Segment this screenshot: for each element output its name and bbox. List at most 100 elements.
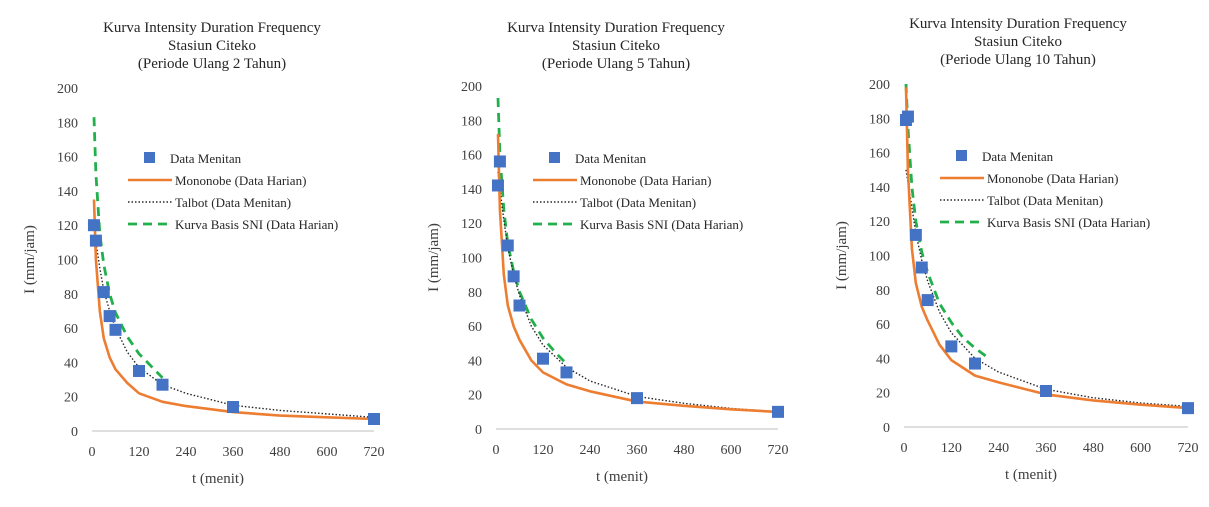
x-tick-label: 360 [627, 443, 648, 458]
y-tick-label: 60 [468, 320, 482, 335]
y-axis-label: I (mm/jam) [834, 221, 850, 290]
talbot-line [497, 171, 779, 413]
y-tick-label: 160 [869, 147, 890, 162]
y-tick-label: 200 [869, 78, 890, 93]
y-tick-label: 120 [869, 215, 890, 230]
data-menitan-point [969, 357, 981, 370]
legend-label: Kurva Basis SNI (Data Harian) [175, 217, 338, 232]
y-axis-label: I (mm/jam) [426, 223, 442, 292]
legend-key-1 [549, 152, 560, 163]
x-tick-label: 120 [129, 445, 150, 460]
talbot-line [905, 169, 1189, 408]
y-tick-label: 200 [57, 82, 78, 97]
legend-label: Data Menitan [982, 149, 1054, 164]
y-tick-label: 60 [64, 322, 78, 337]
y-tick-label: 80 [876, 284, 890, 299]
x-tick-label: 0 [901, 441, 908, 456]
legend-label: Talbot (Data Menitan) [175, 195, 291, 210]
y-tick-label: 120 [461, 217, 482, 232]
x-tick-label: 120 [941, 441, 962, 456]
x-tick-label: 600 [721, 443, 742, 458]
data-menitan-point [513, 299, 526, 312]
legend-label: Data Menitan [170, 151, 242, 166]
chart-panel-3: Kurva Intensity Duration Frequency Stasiu… [834, 16, 1199, 483]
x-tick-label: 480 [270, 445, 291, 460]
x-tick-label: 360 [1036, 441, 1057, 456]
chart-title-line: Stasiun Citeko [974, 34, 1062, 50]
data-menitan-point [97, 286, 110, 299]
x-axis-label: t (menit) [596, 469, 648, 485]
legend-key-1 [956, 150, 967, 161]
x-tick-label: 240 [988, 441, 1009, 456]
y-tick-label: 20 [468, 389, 482, 404]
y-tick-label: 180 [869, 112, 890, 127]
y-tick-label: 40 [876, 352, 890, 367]
mononobe-line [904, 87, 1189, 410]
y-tick-label: 100 [57, 254, 78, 269]
y-tick-label: 200 [461, 80, 482, 95]
y-tick-label: 140 [461, 183, 482, 198]
mononobe-line [92, 199, 375, 421]
y-tick-label: 20 [64, 391, 78, 406]
y-tick-label: 100 [869, 250, 890, 265]
y-axis-label: I (mm/jam) [22, 225, 38, 294]
x-tick-label: 720 [768, 443, 789, 458]
chart-title-line: (Periode Ulang 10 Tahun) [940, 52, 1096, 68]
data-menitan-point [909, 228, 922, 241]
legend-label: Mononobe (Data Harian) [175, 173, 306, 188]
legend-label: Mononobe (Data Harian) [580, 173, 711, 188]
x-tick-label: 720 [364, 445, 385, 460]
data-menitan-point [921, 294, 934, 307]
x-tick-label: 480 [674, 443, 695, 458]
chart-title-line: Stasiun Citeko [168, 38, 256, 54]
y-tick-label: 20 [876, 387, 890, 402]
y-tick-label: 0 [71, 425, 78, 440]
data-menitan-point [103, 310, 116, 323]
y-tick-label: 80 [64, 288, 78, 303]
chart-title-line: (Periode Ulang 2 Tahun) [138, 56, 286, 72]
data-menitan-point [1182, 402, 1194, 415]
data-menitan-point [560, 366, 573, 379]
x-tick-label: 240 [176, 445, 197, 460]
y-tick-label: 160 [461, 149, 482, 164]
legend-label: Mononobe (Data Harian) [987, 171, 1118, 186]
x-tick-label: 0 [89, 445, 96, 460]
legend-key-1 [144, 152, 155, 163]
data-menitan-point [945, 340, 958, 353]
x-tick-label: 120 [533, 443, 554, 458]
x-tick-label: 240 [580, 443, 601, 458]
y-tick-label: 140 [57, 185, 78, 200]
chart-title-line: Kurva Intensity Duration Frequency [103, 20, 321, 36]
chart-title-line: Kurva Intensity Duration Frequency [507, 20, 725, 36]
legend-label: Talbot (Data Menitan) [580, 195, 696, 210]
data-menitan-point [133, 364, 145, 377]
y-tick-label: 0 [475, 423, 482, 438]
chart-panel-2: Kurva Intensity Duration Frequency Stasiu… [426, 20, 789, 485]
data-menitan-point [156, 378, 169, 391]
chart-panel-1: Kurva Intensity Duration Frequency Stasiu… [22, 20, 385, 487]
legend-label: Kurva Basis SNI (Data Harian) [580, 217, 743, 232]
chart-title-line: Kurva Intensity Duration Frequency [909, 16, 1127, 32]
x-tick-label: 720 [1178, 441, 1199, 456]
chart-title-line: (Periode Ulang 5 Tahun) [542, 56, 690, 72]
data-menitan-point [493, 155, 506, 168]
data-menitan-point [491, 179, 504, 192]
y-tick-label: 40 [64, 356, 78, 371]
x-axis-label: t (menit) [1005, 467, 1057, 483]
y-tick-label: 60 [876, 318, 890, 333]
x-tick-label: 480 [1083, 441, 1104, 456]
data-menitan-point [901, 110, 914, 123]
data-menitan-point [772, 405, 784, 418]
data-menitan-point [537, 352, 549, 365]
x-axis-label: t (menit) [192, 471, 244, 487]
y-tick-label: 100 [461, 252, 482, 267]
legend-label: Data Menitan [575, 151, 647, 166]
mononobe-line [496, 133, 779, 414]
y-tick-label: 0 [883, 421, 890, 436]
kurva-basis-sni-line [92, 117, 164, 379]
y-tick-label: 40 [468, 354, 482, 369]
y-tick-label: 180 [57, 116, 78, 131]
kurva-basis-sni-line [904, 83, 988, 358]
data-menitan-point [87, 219, 100, 232]
